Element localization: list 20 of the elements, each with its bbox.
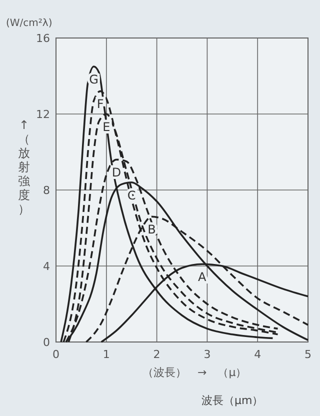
x-tick-label: 0	[52, 348, 60, 361]
y-tick-label: 8	[43, 184, 50, 197]
text: （波長） → （μ）	[142, 366, 247, 379]
text: (W/cm²λ)	[6, 18, 52, 29]
y-tick-label: 16	[36, 32, 50, 45]
x-tick-label: 3	[204, 348, 211, 361]
series-label: A	[198, 270, 208, 284]
x-tick-label: 5	[304, 348, 312, 361]
x-axis-title: 波長（μm）	[202, 394, 264, 407]
series-label: C	[127, 188, 136, 202]
x-tick-label: 2	[153, 348, 160, 361]
y-tick-label: 0	[43, 336, 50, 349]
series-label: G	[89, 72, 98, 86]
series-label: F	[96, 97, 104, 112]
x-tick-label: 4	[254, 348, 262, 361]
x-tick-label: 1	[102, 348, 110, 361]
y-axis-title: ↑（放射強度）	[18, 118, 30, 216]
y-tick-label: 12	[36, 108, 50, 121]
y-tick-label: 4	[43, 260, 50, 273]
series-label: B	[148, 222, 156, 237]
